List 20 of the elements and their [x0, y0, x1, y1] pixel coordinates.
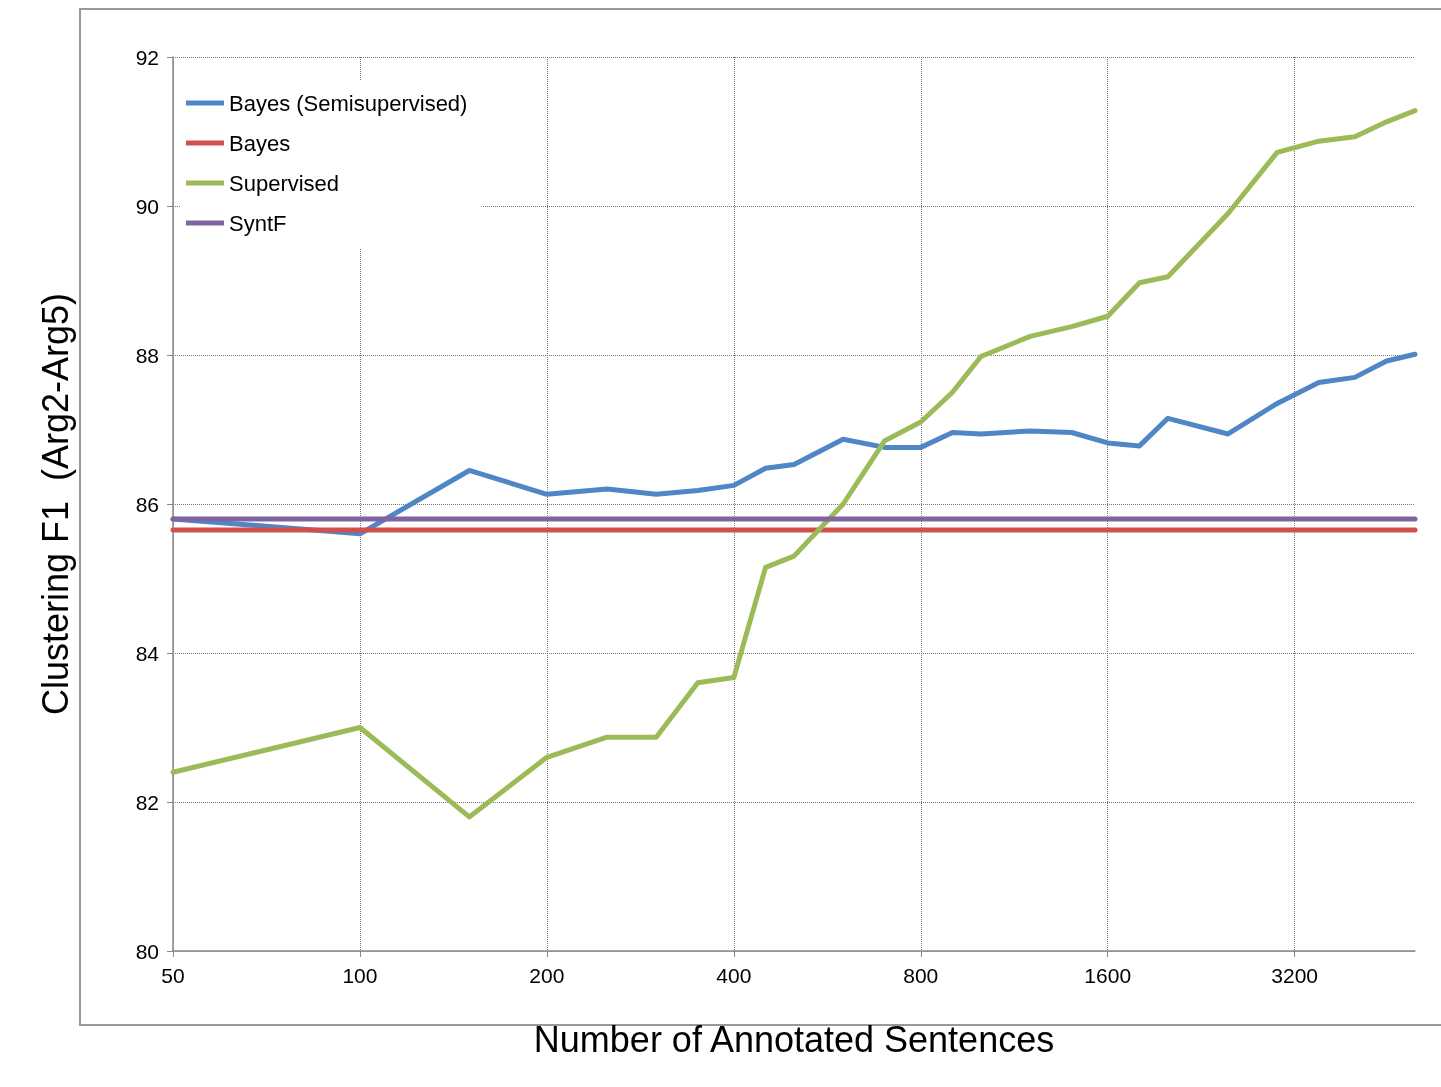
- y-tick-label: 82: [135, 790, 159, 814]
- x-tick-label: 3200: [1271, 964, 1318, 987]
- y-tick-label: 84: [135, 641, 160, 665]
- y-tick-label: 86: [135, 492, 159, 516]
- y-tick-label: 92: [135, 45, 159, 69]
- x-tick-label: 100: [342, 964, 378, 987]
- legend-label: Bayes: [229, 130, 291, 156]
- x-tick-label: 800: [903, 964, 939, 987]
- legend-label: SyntF: [229, 210, 287, 236]
- y-axis-title: Clustering F1 (Arg2-Arg5): [34, 292, 76, 716]
- x-tick-label: 400: [716, 964, 752, 987]
- x-tick-label: 50: [161, 964, 185, 987]
- x-tick-label: 200: [529, 964, 565, 987]
- x-tick-label: 1600: [1084, 964, 1132, 987]
- y-tick-label: 90: [135, 194, 159, 218]
- y-tick-label: 88: [135, 343, 159, 367]
- y-tick-label: 80: [135, 939, 159, 963]
- legend-label: Supervised: [229, 170, 340, 196]
- legend-label: Bayes (Semisupervised): [229, 90, 468, 116]
- x-axis-title: Number of Annotated Sentences: [533, 1018, 1055, 1060]
